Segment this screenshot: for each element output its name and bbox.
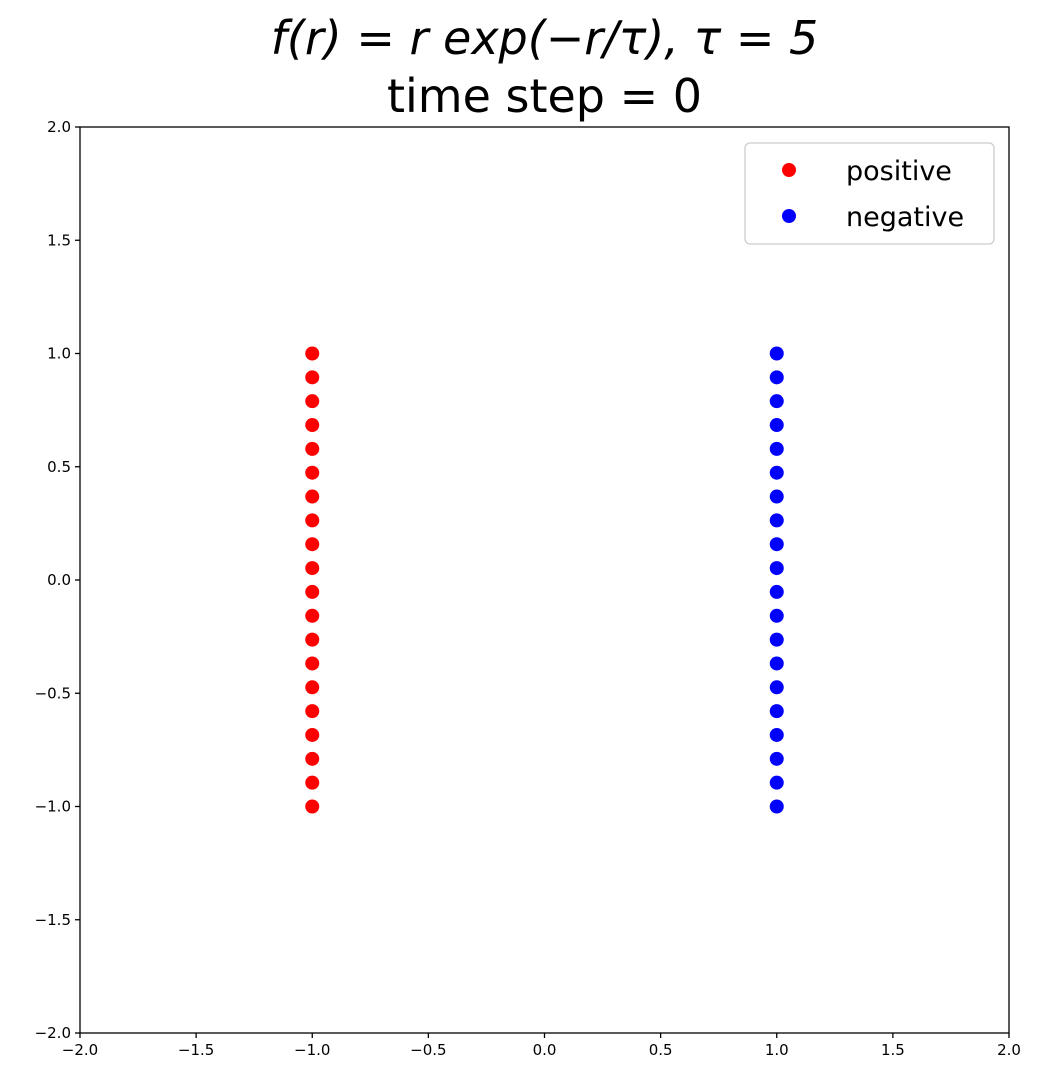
- x-tick-label: 1.0: [765, 1041, 789, 1059]
- legend-marker-negative: [782, 209, 796, 223]
- y-tick-label: −2.0: [35, 1024, 71, 1042]
- data-point-positive: [305, 346, 320, 361]
- y-tick-label: 1.5: [47, 231, 71, 249]
- data-point-negative: [769, 680, 784, 695]
- data-point-positive: [305, 632, 320, 647]
- y-tick-label: 1.0: [47, 345, 71, 363]
- data-point-negative: [769, 394, 784, 409]
- data-point-positive: [305, 394, 320, 409]
- data-point-positive: [305, 561, 320, 576]
- x-tick-label: 0.5: [649, 1041, 673, 1059]
- legend-label-positive: positive: [846, 156, 952, 187]
- data-point-negative: [769, 346, 784, 361]
- data-point-negative: [769, 656, 784, 671]
- chart-title-timestep: time step = 0: [386, 69, 703, 123]
- data-point-negative: [769, 418, 784, 433]
- x-tick-label: −1.5: [178, 1041, 214, 1059]
- data-point-positive: [305, 370, 320, 385]
- y-tick-label: 0.0: [47, 571, 71, 589]
- data-point-negative: [769, 704, 784, 719]
- data-point-positive: [305, 513, 320, 528]
- data-point-negative: [769, 632, 784, 647]
- data-point-positive: [305, 727, 320, 742]
- data-point-positive: [305, 799, 320, 814]
- legend-label-negative: negative: [846, 202, 964, 233]
- x-tick-label: −1.0: [294, 1041, 330, 1059]
- x-tick-label: −2.0: [62, 1041, 98, 1059]
- x-tick-label: −0.5: [410, 1041, 446, 1059]
- y-tick-label: −1.5: [35, 911, 71, 929]
- legend-marker-positive: [782, 163, 796, 177]
- data-point-negative: [769, 513, 784, 528]
- legend: positive negative: [744, 142, 995, 245]
- data-point-positive: [305, 465, 320, 480]
- y-tick-label: −0.5: [35, 684, 71, 702]
- data-point-negative: [769, 465, 784, 480]
- data-point-negative: [769, 537, 784, 552]
- data-point-negative: [769, 775, 784, 790]
- data-point-negative: [769, 489, 784, 504]
- data-point-positive: [305, 608, 320, 623]
- data-point-negative: [769, 751, 784, 766]
- data-point-positive: [305, 584, 320, 599]
- data-point-positive: [305, 704, 320, 719]
- data-point-positive: [305, 537, 320, 552]
- data-point-negative: [769, 584, 784, 599]
- y-tick-label: 0.5: [47, 458, 71, 476]
- data-point-negative: [769, 441, 784, 456]
- data-point-positive: [305, 656, 320, 671]
- legend-box: [744, 142, 995, 245]
- data-point-positive: [305, 751, 320, 766]
- data-point-positive: [305, 489, 320, 504]
- axes-frame: [79, 126, 1010, 1034]
- data-point-negative: [769, 370, 784, 385]
- y-tick-label: 2.0: [47, 118, 71, 136]
- y-tick-label: −1.0: [35, 798, 71, 816]
- x-tick-label: 1.5: [881, 1041, 905, 1059]
- data-point-negative: [769, 608, 784, 623]
- chart-title-formula: f(r) = r exp(−r/τ), τ = 5: [270, 11, 819, 65]
- data-point-positive: [305, 775, 320, 790]
- x-tick-label: 2.0: [997, 1041, 1021, 1059]
- x-tick-label: 0.0: [533, 1041, 557, 1059]
- data-point-negative: [769, 727, 784, 742]
- data-point-positive: [305, 418, 320, 433]
- data-point-positive: [305, 680, 320, 695]
- data-point-positive: [305, 441, 320, 456]
- data-point-negative: [769, 799, 784, 814]
- data-point-negative: [769, 561, 784, 576]
